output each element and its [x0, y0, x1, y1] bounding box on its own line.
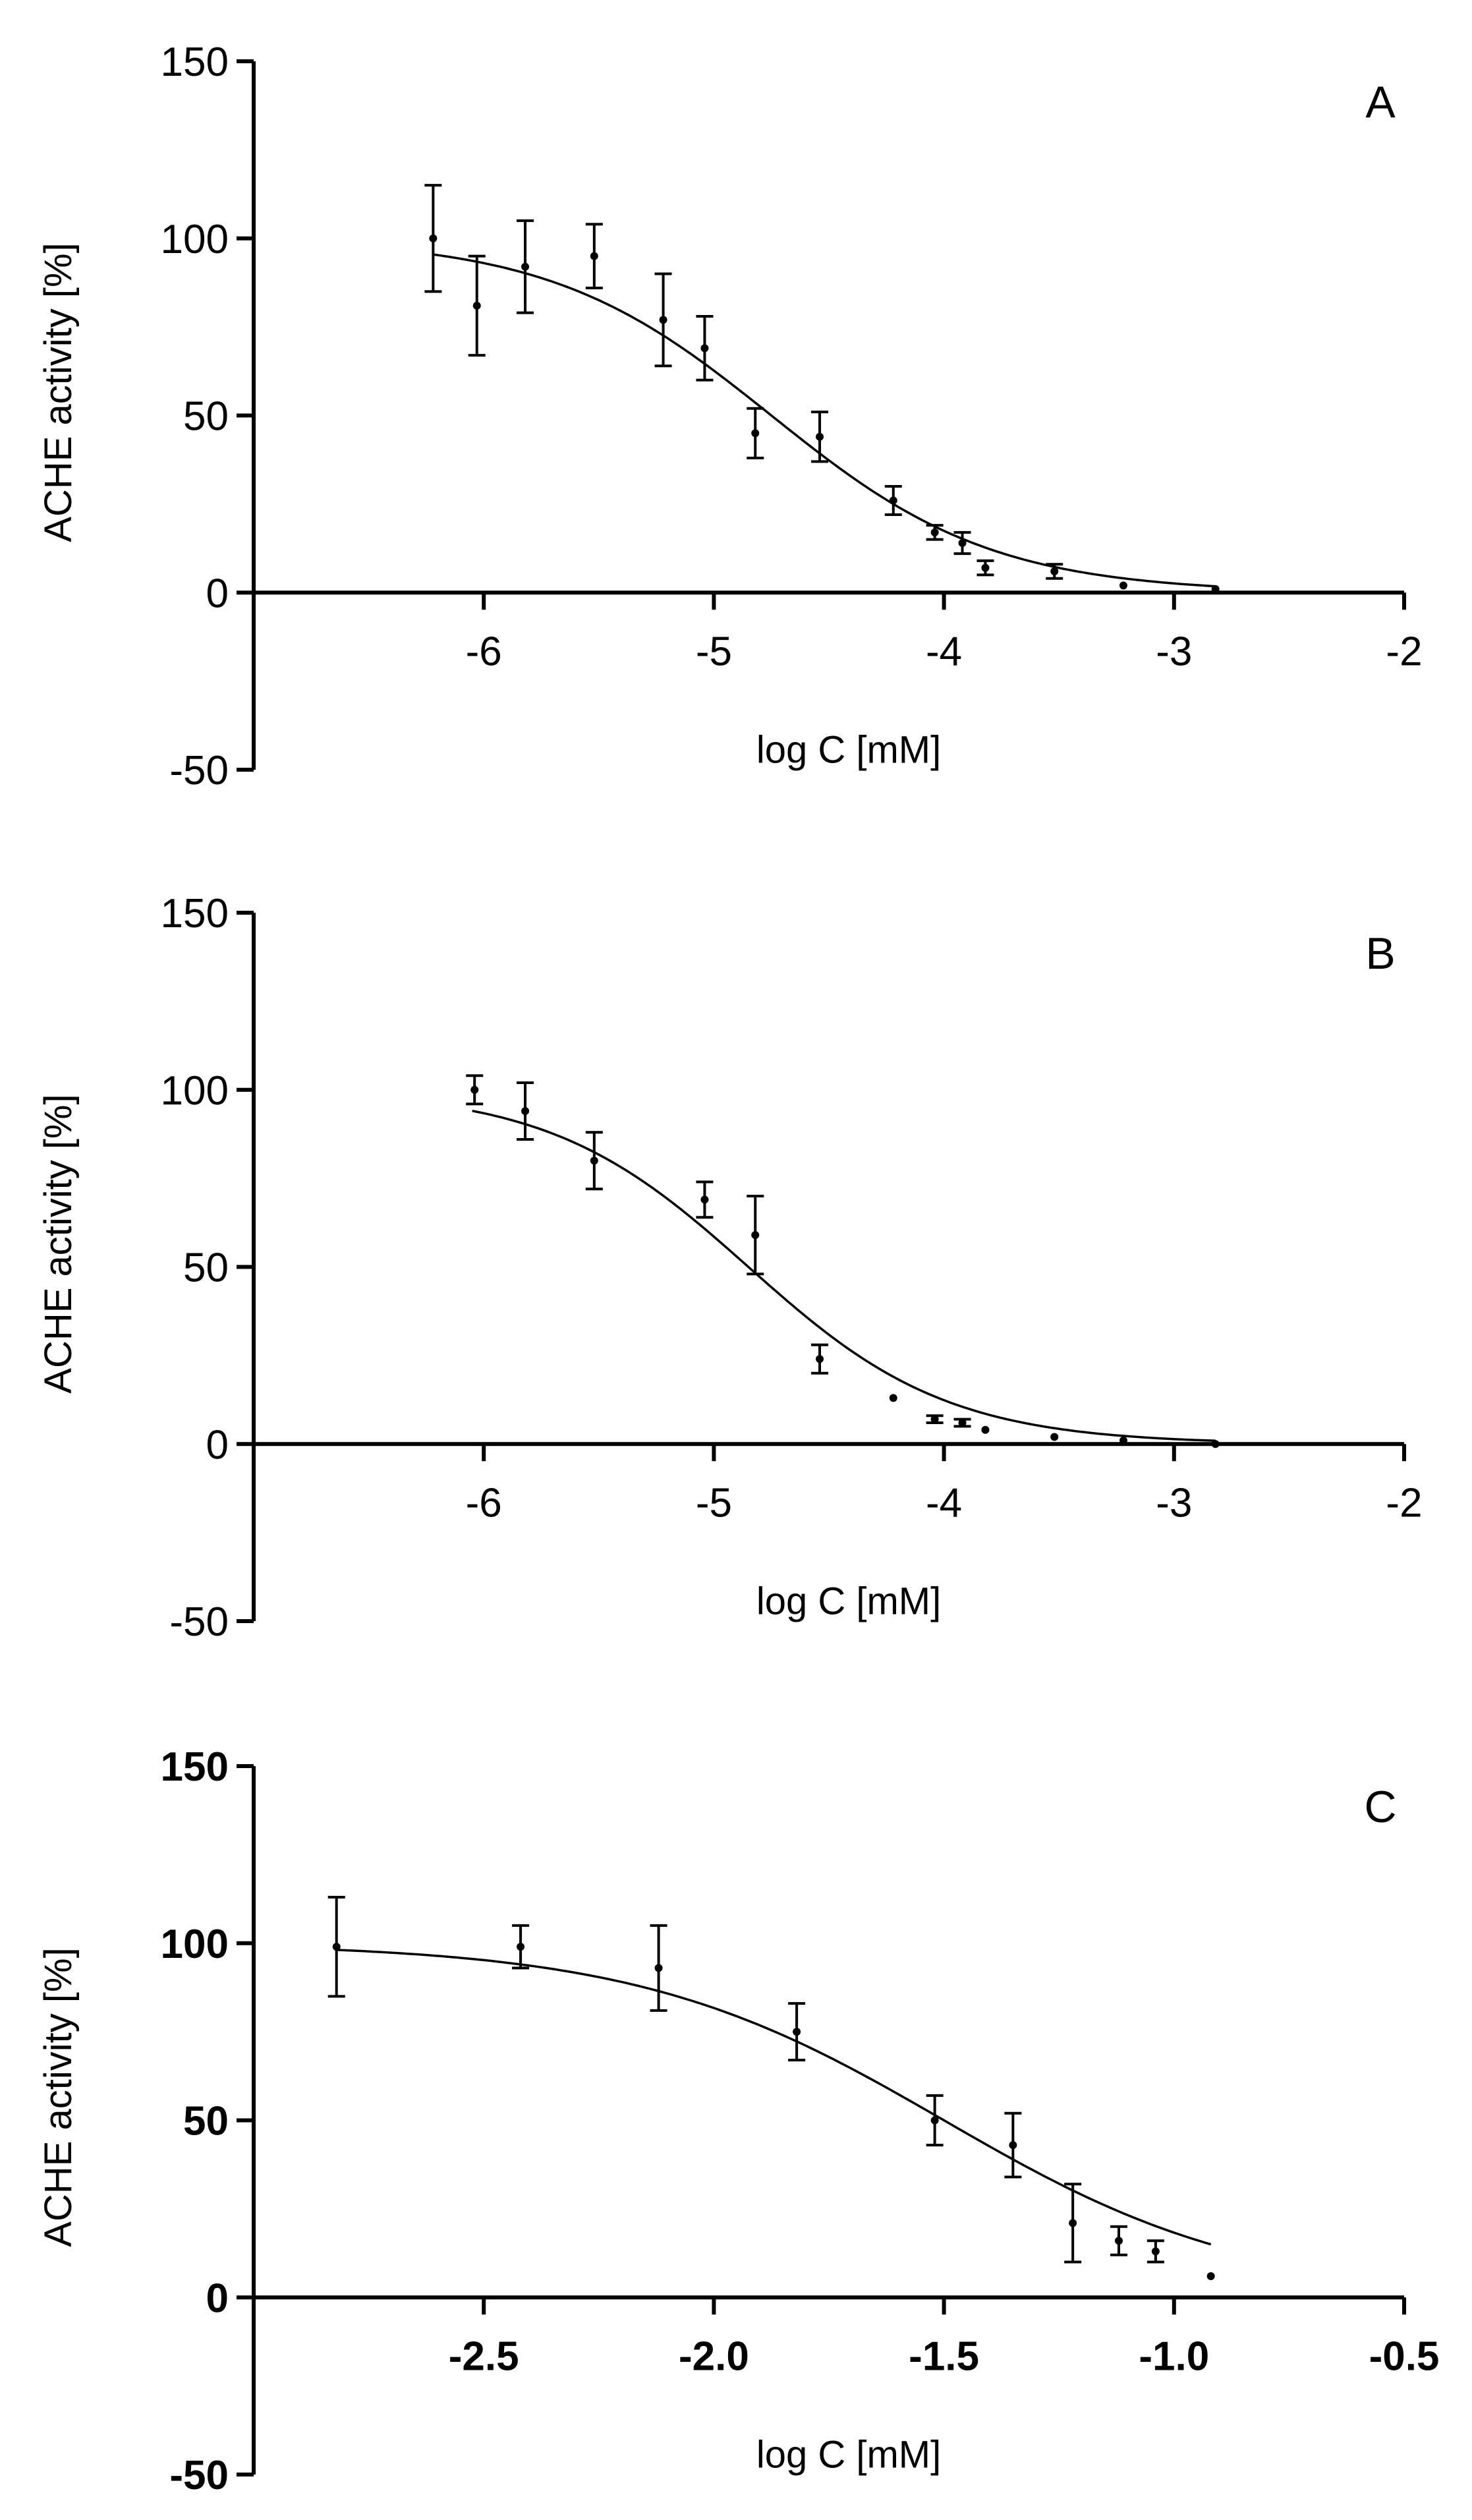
data-point: [751, 1231, 760, 1240]
data-point: [429, 234, 438, 243]
y-tick-label: 0: [206, 571, 229, 616]
data-point: [793, 2028, 801, 2036]
data-point: [517, 1943, 525, 1951]
y-tick-label: 50: [183, 394, 229, 440]
fit-curve: [433, 253, 1216, 588]
x-tick-label: -1.0: [1139, 2334, 1209, 2379]
data-point: [1114, 2237, 1123, 2245]
y-tick-label: 100: [161, 1922, 229, 1967]
data-point: [1206, 2272, 1215, 2280]
x-tick-label: -6: [466, 629, 502, 674]
data-point: [521, 262, 530, 271]
y-tick-label: 0: [206, 1422, 229, 1468]
data-point: [521, 1107, 530, 1115]
y-tick-label: 100: [161, 217, 229, 262]
x-tick-label: -5: [696, 1480, 732, 1526]
data-point: [1119, 1436, 1127, 1445]
y-tick-label: 150: [161, 891, 229, 936]
data-point: [472, 301, 481, 310]
panel-letter: B: [1365, 929, 1395, 979]
y-tick-label: 100: [161, 1068, 229, 1114]
y-tick-label: 50: [183, 1246, 229, 1291]
data-point: [958, 1419, 967, 1427]
data-point: [889, 496, 897, 505]
fit-curve: [336, 1949, 1212, 2246]
y-tick-label: 150: [161, 40, 229, 85]
data-point: [700, 1195, 709, 1204]
data-point: [654, 1964, 663, 1972]
y-axis-title: ACHE activity [%]: [37, 1094, 80, 1393]
x-tick-label: -0.5: [1369, 2334, 1440, 2379]
chart-panel-a: 150 100 50 0 -50 -6 -5 -4 -3 -2 log C [mM] ACHE act…: [37, 40, 1423, 793]
fit-curve: [472, 1109, 1216, 1443]
x-tick-label: -3: [1156, 1480, 1192, 1526]
data-point: [332, 1943, 341, 1951]
data-point: [958, 539, 967, 547]
data-point: [1069, 2219, 1077, 2227]
data-point: [981, 563, 990, 572]
panel-letter: C: [1364, 1782, 1396, 1832]
y-tick-label: -50: [169, 2453, 229, 2498]
data-point: [930, 528, 939, 536]
data-point: [1009, 2141, 1017, 2150]
data-point: [930, 1415, 939, 1423]
data-point: [1119, 581, 1127, 590]
x-axis-title: log C [mM]: [756, 1580, 941, 1622]
x-tick-label: -1.5: [909, 2334, 979, 2379]
x-tick-label: -4: [926, 629, 962, 674]
x-tick-label: -2.5: [449, 2334, 519, 2379]
data-point: [590, 252, 598, 260]
x-tick-label: -2: [1386, 1480, 1422, 1526]
x-axis-title: log C [mM]: [756, 2433, 941, 2476]
data-point: [590, 1157, 598, 1165]
data-point: [816, 432, 824, 441]
data-point: [700, 344, 709, 353]
data-point: [470, 1085, 479, 1094]
data-point: [889, 1394, 897, 1402]
data-point: [1151, 2247, 1160, 2256]
y-tick-label: -50: [169, 1599, 229, 1645]
data-point: [1211, 585, 1220, 593]
data-point: [659, 316, 667, 324]
y-tick-label: 0: [206, 2276, 229, 2321]
data-point: [981, 1425, 990, 1434]
data-point: [1211, 1440, 1220, 1448]
y-axis-title: ACHE activity [%]: [37, 243, 80, 542]
data-point: [1050, 1433, 1059, 1441]
chart-panel-c: 150 100 50 0 -50 -2.5 -2.0 -1.5 -1.0 -0.5 log C [m…: [37, 1744, 1439, 2498]
data-point: [930, 2116, 939, 2125]
chart-panel-b: 150 100 50 0 -50 -6 -5 -4 -3 -2 log C [mM] ACHE act…: [37, 891, 1423, 1645]
y-tick-label: 50: [183, 2099, 229, 2144]
y-axis-title: ACHE activity [%]: [37, 1947, 80, 2247]
x-tick-label: -4: [926, 1480, 962, 1526]
data-point: [751, 429, 760, 438]
panel-letter: A: [1365, 77, 1396, 127]
x-tick-label: -3: [1156, 629, 1192, 674]
x-tick-label: -2: [1386, 629, 1422, 674]
data-point: [816, 1355, 824, 1363]
x-tick-label: -2.0: [679, 2334, 749, 2379]
x-tick-label: -6: [466, 1480, 502, 1526]
y-tick-label: -50: [169, 748, 229, 793]
y-tick-label: 150: [161, 1744, 229, 1790]
x-axis-title: log C [mM]: [756, 728, 941, 771]
data-point: [1050, 567, 1059, 575]
x-tick-label: -5: [696, 629, 732, 674]
